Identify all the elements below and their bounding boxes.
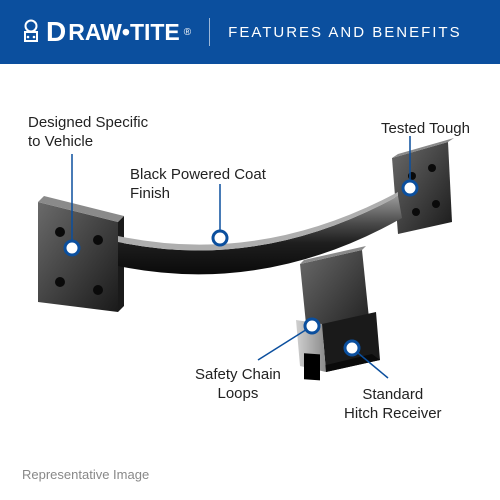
marker-receiver: [345, 341, 359, 355]
marker-loops: [305, 319, 319, 333]
marker-designed: [65, 241, 79, 255]
header-divider: [209, 18, 210, 46]
marker-finish: [213, 231, 227, 245]
left-bracket: [38, 196, 124, 312]
header-tagline: FEATURES AND BENEFITS: [228, 24, 461, 41]
brand-logo: D RAW•TITE ®: [18, 16, 191, 48]
marker-tested: [403, 181, 417, 195]
right-bracket: [392, 138, 454, 234]
footnote: Representative Image: [22, 467, 149, 482]
hitch-ball-icon: [18, 19, 44, 45]
callout-tested: Tested Tough: [350, 120, 470, 139]
diagram-canvas: Designed Specificto Vehicle Black Powere…: [0, 64, 500, 500]
brand-registered: ®: [184, 27, 191, 38]
callout-loops: Safety ChainLoops: [195, 366, 281, 404]
callout-finish: Black Powered Coat Finish: [130, 166, 290, 204]
brand-first-letter: D: [46, 16, 66, 48]
callout-designed: Designed Specificto Vehicle: [28, 114, 148, 152]
brand-rest: RAW•TITE: [68, 19, 180, 46]
callout-receiver: StandardHitch Receiver: [344, 386, 442, 424]
header: D RAW•TITE ® FEATURES AND BENEFITS: [0, 0, 500, 64]
